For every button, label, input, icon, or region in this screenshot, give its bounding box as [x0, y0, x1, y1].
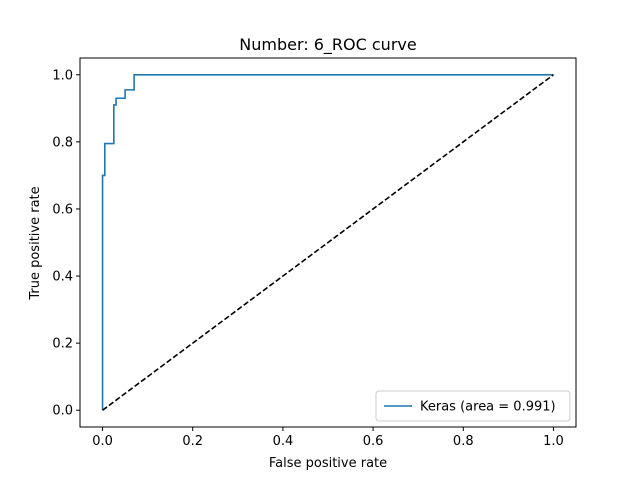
chance-diagonal-line	[102, 74, 554, 411]
y-tick-label: 0.4	[52, 270, 73, 285]
x-tick-label: 0.8	[453, 434, 474, 449]
legend-box	[375, 390, 571, 422]
plot-area: 0.0 0.2 0.4 0.6 0.8 1.0 0.0 0.2 0.4 0.6 0.8 1.0	[52, 57, 577, 449]
y-tick-label: 0.6	[52, 202, 73, 217]
axes-frame	[79, 57, 577, 428]
legend: Keras (area = 0.991)	[375, 390, 571, 422]
x-tick-label: 0.2	[182, 434, 203, 449]
legend-label: Keras (area = 0.991)	[420, 400, 556, 415]
x-tick-label: 0.4	[273, 434, 294, 449]
x-tick-label: 0.6	[363, 434, 384, 449]
chart-title: Number: 6_ROC curve	[239, 35, 416, 55]
x-axis-label: False positive rate	[269, 456, 387, 471]
roc-series-line-0	[101, 73, 554, 411]
y-tick-label: 1.0	[52, 68, 73, 83]
y-tick-label: 0.2	[52, 337, 73, 352]
y-axis-label: True positive rate	[28, 186, 43, 300]
x-tick-label: 0.0	[92, 434, 113, 449]
y-tick-label: 0.0	[52, 404, 73, 419]
y-tick-label: 0.8	[52, 135, 73, 150]
x-tick-label: 1.0	[543, 434, 564, 449]
